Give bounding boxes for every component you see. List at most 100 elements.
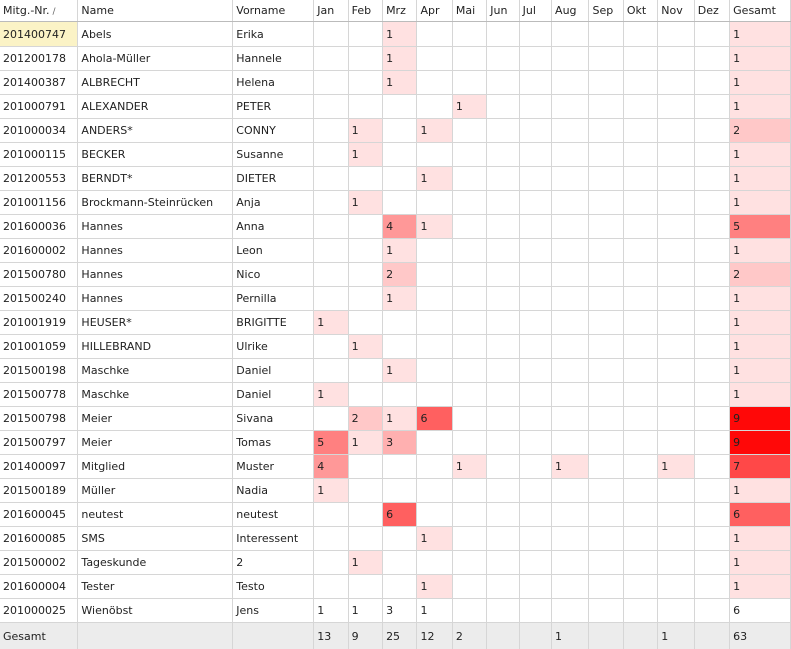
name-cell[interactable]: Meier <box>78 407 233 431</box>
column-header-gesamt[interactable]: Gesamt <box>730 0 791 22</box>
column-header-mai[interactable]: Mai <box>452 0 486 22</box>
name-cell[interactable]: Tester <box>78 575 233 599</box>
name-cell[interactable]: Hannes <box>78 287 233 311</box>
member-number-cell[interactable]: 201001919 <box>0 311 78 335</box>
name-cell[interactable]: BERNDT* <box>78 167 233 191</box>
member-number-cell[interactable]: 201500189 <box>0 479 78 503</box>
name-cell[interactable]: Müller <box>78 479 233 503</box>
name-cell[interactable]: Maschke <box>78 359 233 383</box>
column-header-nov[interactable]: Nov <box>658 0 694 22</box>
first-name-cell[interactable]: Nico <box>233 263 314 287</box>
first-name-cell[interactable]: PETER <box>233 95 314 119</box>
name-cell[interactable]: Maschke <box>78 383 233 407</box>
member-number-cell[interactable]: 201000791 <box>0 95 78 119</box>
column-header-apr[interactable]: Apr <box>417 0 452 22</box>
name-cell[interactable]: neutest <box>78 503 233 527</box>
member-number-cell[interactable]: 201500240 <box>0 287 78 311</box>
name-cell[interactable]: Abels <box>78 22 233 47</box>
name-cell[interactable]: Brockmann-Steinrücken <box>78 191 233 215</box>
member-number-cell[interactable]: 201500778 <box>0 383 78 407</box>
name-cell[interactable]: Hannes <box>78 239 233 263</box>
first-name-cell[interactable]: Leon <box>233 239 314 263</box>
first-name-cell[interactable]: Pernilla <box>233 287 314 311</box>
column-header-name[interactable]: Name <box>78 0 233 22</box>
member-number-cell[interactable]: 201500798 <box>0 407 78 431</box>
name-cell[interactable]: Wienöbst <box>78 599 233 623</box>
member-number-cell[interactable]: 201000034 <box>0 119 78 143</box>
member-number-cell[interactable]: 201500198 <box>0 359 78 383</box>
first-name-cell[interactable]: Helena <box>233 71 314 95</box>
member-number-cell[interactable]: 201000115 <box>0 143 78 167</box>
first-name-cell[interactable]: Testo <box>233 575 314 599</box>
name-cell[interactable]: Ahola-Müller <box>78 47 233 71</box>
name-cell[interactable]: Meier <box>78 431 233 455</box>
first-name-cell[interactable]: Ulrike <box>233 335 314 359</box>
member-number-cell[interactable]: 201400387 <box>0 71 78 95</box>
name-cell[interactable]: HEUSER* <box>78 311 233 335</box>
name-cell[interactable]: SMS <box>78 527 233 551</box>
first-name-cell[interactable]: CONNY <box>233 119 314 143</box>
member-number-cell[interactable]: 201600004 <box>0 575 78 599</box>
member-number-cell[interactable]: 201400097 <box>0 455 78 479</box>
member-number-cell[interactable]: 201600036 <box>0 215 78 239</box>
first-name-cell[interactable]: Interessent <box>233 527 314 551</box>
column-header-mrz[interactable]: Mrz <box>383 0 417 22</box>
member-number-cell[interactable]: 201500797 <box>0 431 78 455</box>
column-header-jul[interactable]: Jul <box>519 0 551 22</box>
member-number-cell[interactable]: 201001156 <box>0 191 78 215</box>
name-cell[interactable]: BECKER <box>78 143 233 167</box>
first-name-cell[interactable]: DIETER <box>233 167 314 191</box>
member-number-cell[interactable]: 201001059 <box>0 335 78 359</box>
column-header-okt[interactable]: Okt <box>623 0 657 22</box>
column-header-aug[interactable]: Aug <box>552 0 589 22</box>
column-header-vorname[interactable]: Vorname <box>233 0 314 22</box>
member-number-cell[interactable]: 201000025 <box>0 599 78 623</box>
first-name-cell[interactable]: Erika <box>233 22 314 47</box>
name-cell[interactable]: ALEXANDER <box>78 95 233 119</box>
name-cell[interactable]: Mitglied <box>78 455 233 479</box>
first-name-cell[interactable]: Jens <box>233 599 314 623</box>
column-header-jun[interactable]: Jun <box>487 0 519 22</box>
member-number-cell[interactable]: 201600085 <box>0 527 78 551</box>
member-number-cell[interactable]: 201200553 <box>0 167 78 191</box>
member-number-cell[interactable]: 201600002 <box>0 239 78 263</box>
first-name-cell[interactable]: Daniel <box>233 383 314 407</box>
column-header-feb[interactable]: Feb <box>348 0 382 22</box>
member-number-cell[interactable]: 201500002 <box>0 551 78 575</box>
first-name-cell[interactable]: Hannele <box>233 47 314 71</box>
member-number-cell[interactable]: 201200178 <box>0 47 78 71</box>
member-number-cell[interactable]: 201600045 <box>0 503 78 527</box>
name-cell[interactable]: Hannes <box>78 263 233 287</box>
first-name-cell[interactable]: Sivana <box>233 407 314 431</box>
column-header-jan[interactable]: Jan <box>314 0 348 22</box>
first-name-cell[interactable]: Susanne <box>233 143 314 167</box>
first-name-cell[interactable]: BRIGITTE <box>233 311 314 335</box>
name-cell[interactable]: Hannes <box>78 215 233 239</box>
column-header-sep[interactable]: Sep <box>589 0 623 22</box>
name-cell[interactable]: ANDERS* <box>78 119 233 143</box>
column-header-nr[interactable]: Mitg.-Nr./ <box>0 0 78 22</box>
first-name-cell[interactable]: Daniel <box>233 359 314 383</box>
